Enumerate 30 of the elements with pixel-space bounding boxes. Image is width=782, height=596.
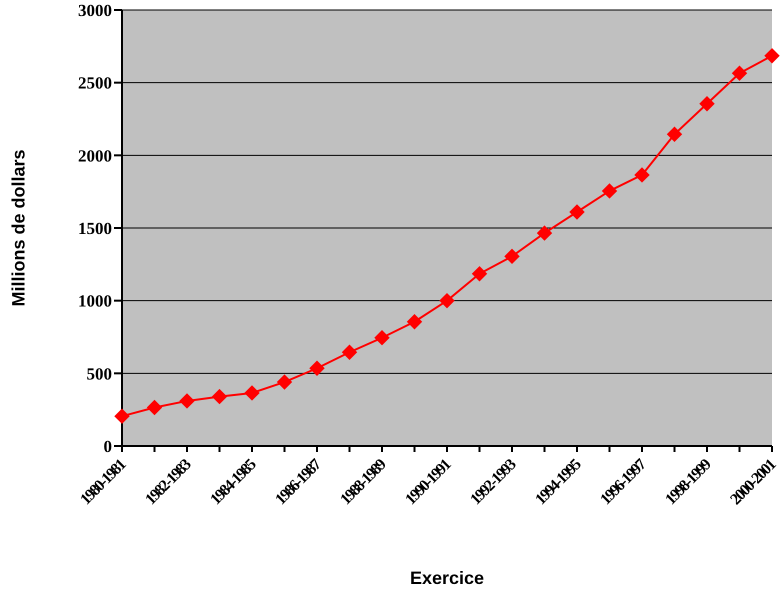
point — [537, 226, 552, 241]
point — [114, 408, 130, 424]
point — [147, 400, 162, 415]
x-axis-title: Exercice — [410, 568, 484, 588]
point — [342, 344, 357, 360]
point — [407, 314, 422, 330]
point — [602, 183, 617, 198]
point — [244, 385, 260, 400]
point — [310, 360, 324, 376]
point — [180, 393, 194, 408]
point — [764, 48, 780, 64]
point — [374, 330, 390, 346]
point — [277, 374, 292, 390]
point — [440, 293, 454, 308]
y-tick-label: 3000 — [78, 1, 112, 20]
y-tick-label: 2500 — [78, 74, 112, 93]
point — [634, 167, 650, 182]
y-tick-label: 1000 — [78, 292, 112, 311]
y-tick-label: 0 — [104, 437, 112, 456]
point — [472, 266, 487, 282]
y-tick-label: 500 — [86, 364, 112, 384]
point — [732, 66, 747, 81]
point — [700, 96, 714, 112]
y-tick-label: 2000 — [78, 146, 112, 166]
point — [667, 126, 682, 142]
point — [212, 389, 227, 404]
point — [504, 248, 520, 264]
y-tick-label: 1500 — [78, 219, 112, 238]
point — [570, 204, 584, 220]
y-axis-title: Millions de dollars — [8, 149, 28, 307]
